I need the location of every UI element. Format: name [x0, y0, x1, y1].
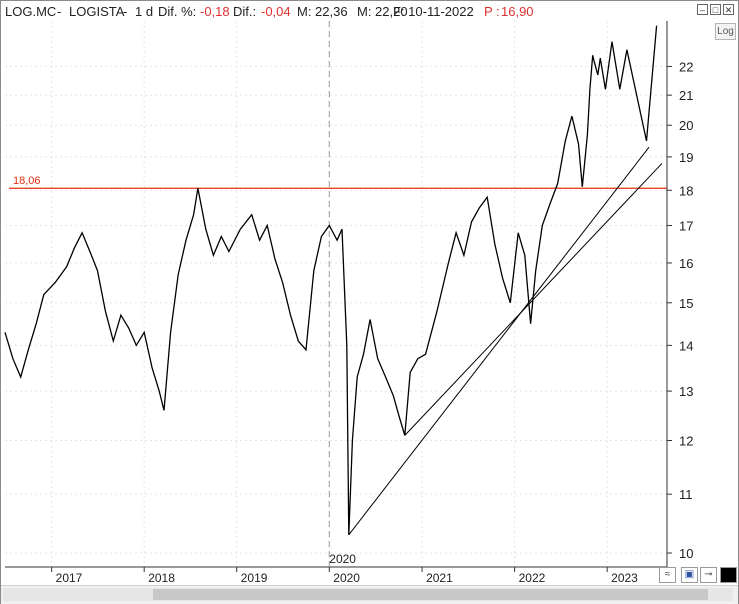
- y-tick-label: 10: [679, 546, 693, 561]
- pin-icon[interactable]: ⊸: [700, 567, 717, 583]
- dif-pct-label: Dif. %:: [158, 4, 197, 19]
- x-tick-label: 2019: [241, 571, 268, 585]
- log-scale-button[interactable]: Log: [715, 23, 736, 40]
- price-series-line: [4, 55, 595, 535]
- period-label: 1 d: [135, 4, 154, 19]
- color-swatch-icon[interactable]: [720, 567, 737, 583]
- ticker-label: LOG.MC: [5, 4, 57, 19]
- x-tick-label: 2018: [148, 571, 175, 585]
- y-tick-label: 15: [679, 296, 693, 311]
- date-label: F: 10-11-2022: [393, 4, 474, 19]
- x-tick-label: 2023: [611, 571, 638, 585]
- minimize-icon[interactable]: –: [697, 4, 708, 15]
- y-tick-label: 20: [679, 118, 693, 133]
- title-separator: -: [123, 4, 128, 19]
- y-tick-label: 12: [679, 433, 693, 448]
- scroll-track[interactable]: [3, 588, 733, 601]
- y-tick-label: 21: [679, 88, 693, 103]
- price-value: 16,90: [501, 4, 534, 19]
- dif-pct-value: -0,18: [200, 4, 230, 19]
- title-bar: LOG.MC - LOGISTA - 1 d Dif. %: -0,18 Dif…: [1, 1, 738, 21]
- y-tick-label: 13: [679, 384, 693, 399]
- y-tick-label: 11: [679, 487, 693, 502]
- dif-label: Dif.:: [233, 4, 257, 19]
- y-tick-label: 14: [679, 338, 693, 353]
- scroll-bar[interactable]: [1, 585, 738, 604]
- window-buttons: – □ ✕: [697, 4, 734, 15]
- chart-grid: [5, 21, 667, 567]
- company-name: LOGISTA: [69, 4, 125, 19]
- x-tick-label: 2020: [333, 571, 360, 585]
- y-tick-label: 16: [679, 256, 693, 271]
- x-tick-label: 2022: [519, 571, 546, 585]
- scroll-thumb[interactable]: [153, 589, 708, 600]
- maximize-icon[interactable]: □: [710, 4, 721, 15]
- y-tick-label: 17: [679, 219, 693, 234]
- save-icon[interactable]: ▣: [681, 567, 698, 583]
- chart-marks: [4, 21, 667, 567]
- price-label: P :: [484, 4, 500, 19]
- close-icon[interactable]: ✕: [723, 4, 734, 15]
- chart-axes: [5, 21, 672, 572]
- y-tick-label: 22: [679, 59, 693, 74]
- zoom-icon[interactable]: ≈: [659, 567, 676, 583]
- date-marker-label: 2020: [329, 552, 356, 566]
- x-tick-label: 2021: [426, 571, 453, 585]
- projection-line: [593, 25, 658, 142]
- title-separator: -: [57, 4, 62, 19]
- max-label: M: 22,36: [297, 4, 348, 19]
- x-tick-label: 2017: [56, 571, 83, 585]
- min-label: M: 22,20: [357, 4, 408, 19]
- trendline: [348, 146, 650, 536]
- y-tick-label: 19: [679, 150, 693, 165]
- resistance-label: 18,06: [13, 175, 41, 187]
- dif-value: -0,04: [261, 4, 291, 19]
- y-tick-label: 18: [679, 183, 693, 198]
